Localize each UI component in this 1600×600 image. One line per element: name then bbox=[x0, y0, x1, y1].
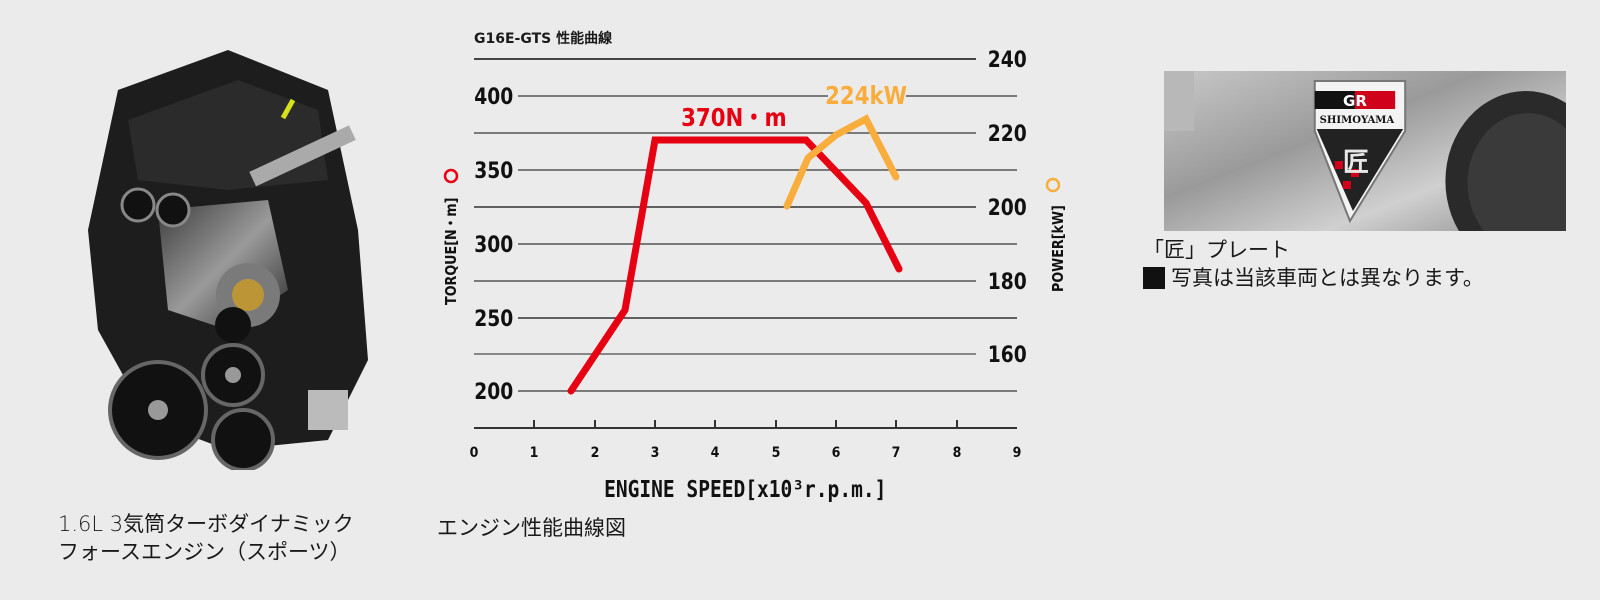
x-tick: 7 bbox=[892, 445, 901, 461]
torque-tick: 200 bbox=[474, 379, 513, 405]
x-axis bbox=[474, 420, 1017, 429]
torque-axis-label: TORQUE[N・m] bbox=[443, 197, 460, 305]
torque-axis-label-group: TORQUE[N・m] bbox=[443, 197, 460, 305]
x-tick: 0 bbox=[470, 445, 479, 461]
badge-text: SHIMOYAMA bbox=[1320, 115, 1395, 126]
torque-tick: 300 bbox=[474, 232, 513, 258]
engine-photo bbox=[88, 50, 368, 470]
grid-lines bbox=[474, 58, 1017, 392]
x-tick: 6 bbox=[832, 445, 841, 461]
power-tick: 220 bbox=[988, 121, 1027, 147]
chart-caption: エンジン性能曲線図 bbox=[437, 516, 626, 540]
x-tick-labels: 0 1 2 3 4 5 6 7 8 9 bbox=[470, 445, 1022, 461]
performance-chart: 0 1 2 3 4 5 6 7 8 9 400 350 300 250 200 … bbox=[443, 47, 1067, 504]
plate-caption: 「匠」プレート 写真は当該車両とは異なります。 bbox=[1143, 236, 1484, 292]
gr-logo-icon bbox=[1314, 91, 1355, 109]
power-peak-label: 224kW bbox=[825, 81, 907, 110]
torque-tick: 400 bbox=[474, 84, 513, 110]
power-curve bbox=[783, 114, 900, 210]
x-tick: 3 bbox=[651, 445, 660, 461]
power-tick: 240 bbox=[988, 47, 1027, 73]
black-square-icon bbox=[1143, 267, 1165, 289]
plate-photo: GR SHIMOYAMA 匠 bbox=[1164, 71, 1566, 231]
badge-kanji: 匠 bbox=[1343, 148, 1369, 178]
power-tick: 200 bbox=[988, 195, 1027, 221]
x-tick: 5 bbox=[772, 445, 781, 461]
power-label-bg bbox=[828, 80, 906, 110]
torque-curve bbox=[567, 136, 903, 395]
x-tick: 2 bbox=[591, 445, 600, 461]
torque-peak-label: 370N・m bbox=[681, 103, 786, 132]
chart-title: G16E-GTS 性能曲線 bbox=[474, 31, 613, 47]
engine-caption-line1: 1.6L 3気筒ターボダイナミック bbox=[58, 512, 354, 536]
x-tick: 4 bbox=[711, 445, 720, 461]
plate-caption-line1: 「匠」プレート bbox=[1143, 238, 1290, 262]
x-tick: 1 bbox=[530, 445, 539, 461]
power-legend-marker-icon bbox=[1045, 177, 1061, 193]
plate-caption-line2: 写真は当該車両とは異なります。 bbox=[1171, 266, 1484, 290]
x-tick: 8 bbox=[953, 445, 962, 461]
torque-tick: 250 bbox=[474, 306, 513, 332]
x-tick: 9 bbox=[1013, 445, 1022, 461]
power-tick: 180 bbox=[988, 269, 1027, 295]
torque-tick: 350 bbox=[474, 158, 513, 184]
x-axis-label: ENGINE SPEED[x10³r.p.m.] bbox=[604, 477, 886, 504]
badge-brand: GR bbox=[1343, 92, 1367, 110]
engine-caption-line2: フォースエンジン（スポーツ） bbox=[58, 540, 351, 564]
power-tick-labels: 240 220 200 180 160 bbox=[988, 47, 1027, 368]
power-axis-label-group: POWER[kW] bbox=[1050, 205, 1067, 292]
engine-caption: 1.6L 3気筒ターボダイナミック フォースエンジン（スポーツ） bbox=[58, 510, 354, 566]
power-tick: 160 bbox=[988, 342, 1027, 368]
power-axis-label: POWER[kW] bbox=[1050, 205, 1067, 292]
torque-tick-labels: 400 350 300 250 200 bbox=[474, 84, 513, 405]
torque-legend-marker-icon bbox=[443, 168, 459, 184]
photo-note: 写真は当該車両とは異なります。 bbox=[1143, 264, 1484, 292]
